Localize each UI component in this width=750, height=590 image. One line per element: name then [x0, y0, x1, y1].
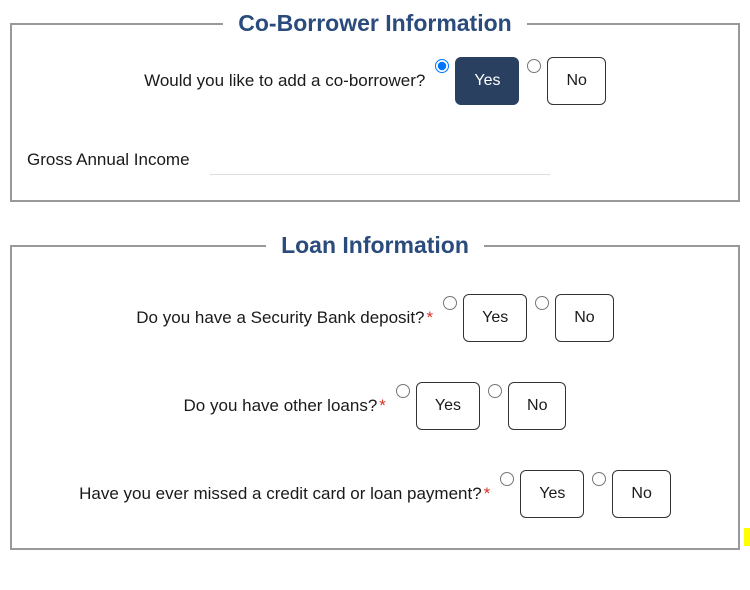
other-loans-yes-radio[interactable]	[396, 384, 410, 398]
co-borrower-fieldset: Co-Borrower Information Would you like t…	[10, 10, 740, 202]
missed-payment-yes-radio[interactable]	[500, 472, 514, 486]
co-borrower-question-label: Would you like to add a co-borrower?	[144, 71, 425, 91]
security-deposit-yes-option: Yes	[443, 294, 527, 342]
security-deposit-no-option: No	[535, 294, 613, 342]
other-loans-yes-button[interactable]: Yes	[416, 382, 480, 430]
loan-info-legend: Loan Information	[266, 232, 484, 259]
missed-payment-option-group: Yes No	[500, 470, 671, 518]
other-loans-no-option: No	[488, 382, 566, 430]
missed-payment-row: Have you ever missed a credit card or lo…	[27, 470, 723, 518]
security-deposit-row: Do you have a Security Bank deposit?* Ye…	[27, 294, 723, 342]
security-deposit-text: Do you have a Security Bank deposit?	[136, 308, 424, 327]
security-deposit-label: Do you have a Security Bank deposit?*	[136, 308, 433, 328]
co-borrower-no-radio[interactable]	[527, 59, 541, 73]
co-borrower-yes-radio[interactable]	[435, 59, 449, 73]
gross-income-label: Gross Annual Income	[27, 150, 190, 170]
co-borrower-option-group: Yes No	[435, 57, 606, 105]
missed-payment-yes-option: Yes	[500, 470, 584, 518]
missed-payment-no-button[interactable]: No	[612, 470, 670, 518]
required-asterisk: *	[484, 484, 491, 503]
security-deposit-no-button[interactable]: No	[555, 294, 613, 342]
missed-payment-text: Have you ever missed a credit card or lo…	[79, 484, 482, 503]
co-borrower-legend: Co-Borrower Information	[223, 10, 526, 37]
loan-info-fieldset: Loan Information Do you have a Security …	[10, 232, 740, 550]
security-deposit-no-radio[interactable]	[535, 296, 549, 310]
missed-payment-no-radio[interactable]	[592, 472, 606, 486]
required-asterisk: *	[379, 396, 386, 415]
security-deposit-yes-radio[interactable]	[443, 296, 457, 310]
missed-payment-yes-button[interactable]: Yes	[520, 470, 584, 518]
other-loans-no-radio[interactable]	[488, 384, 502, 398]
co-borrower-no-button[interactable]: No	[547, 57, 605, 105]
co-borrower-yes-option: Yes	[435, 57, 519, 105]
security-deposit-yes-button[interactable]: Yes	[463, 294, 527, 342]
gross-income-row: Gross Annual Income	[27, 145, 723, 175]
co-borrower-no-option: No	[527, 57, 605, 105]
other-loans-label: Do you have other loans?*	[184, 396, 386, 416]
missed-payment-no-option: No	[592, 470, 670, 518]
security-deposit-option-group: Yes No	[443, 294, 614, 342]
other-loans-row: Do you have other loans?* Yes No	[27, 382, 723, 430]
required-asterisk: *	[427, 308, 434, 327]
other-loans-no-button[interactable]: No	[508, 382, 566, 430]
co-borrower-question-row: Would you like to add a co-borrower? Yes…	[27, 57, 723, 105]
missed-payment-label: Have you ever missed a credit card or lo…	[79, 484, 490, 504]
yellow-mark	[744, 528, 750, 546]
other-loans-text: Do you have other loans?	[184, 396, 378, 415]
other-loans-yes-option: Yes	[396, 382, 480, 430]
other-loans-option-group: Yes No	[396, 382, 567, 430]
co-borrower-yes-button[interactable]: Yes	[455, 57, 519, 105]
gross-income-input[interactable]	[210, 145, 550, 175]
